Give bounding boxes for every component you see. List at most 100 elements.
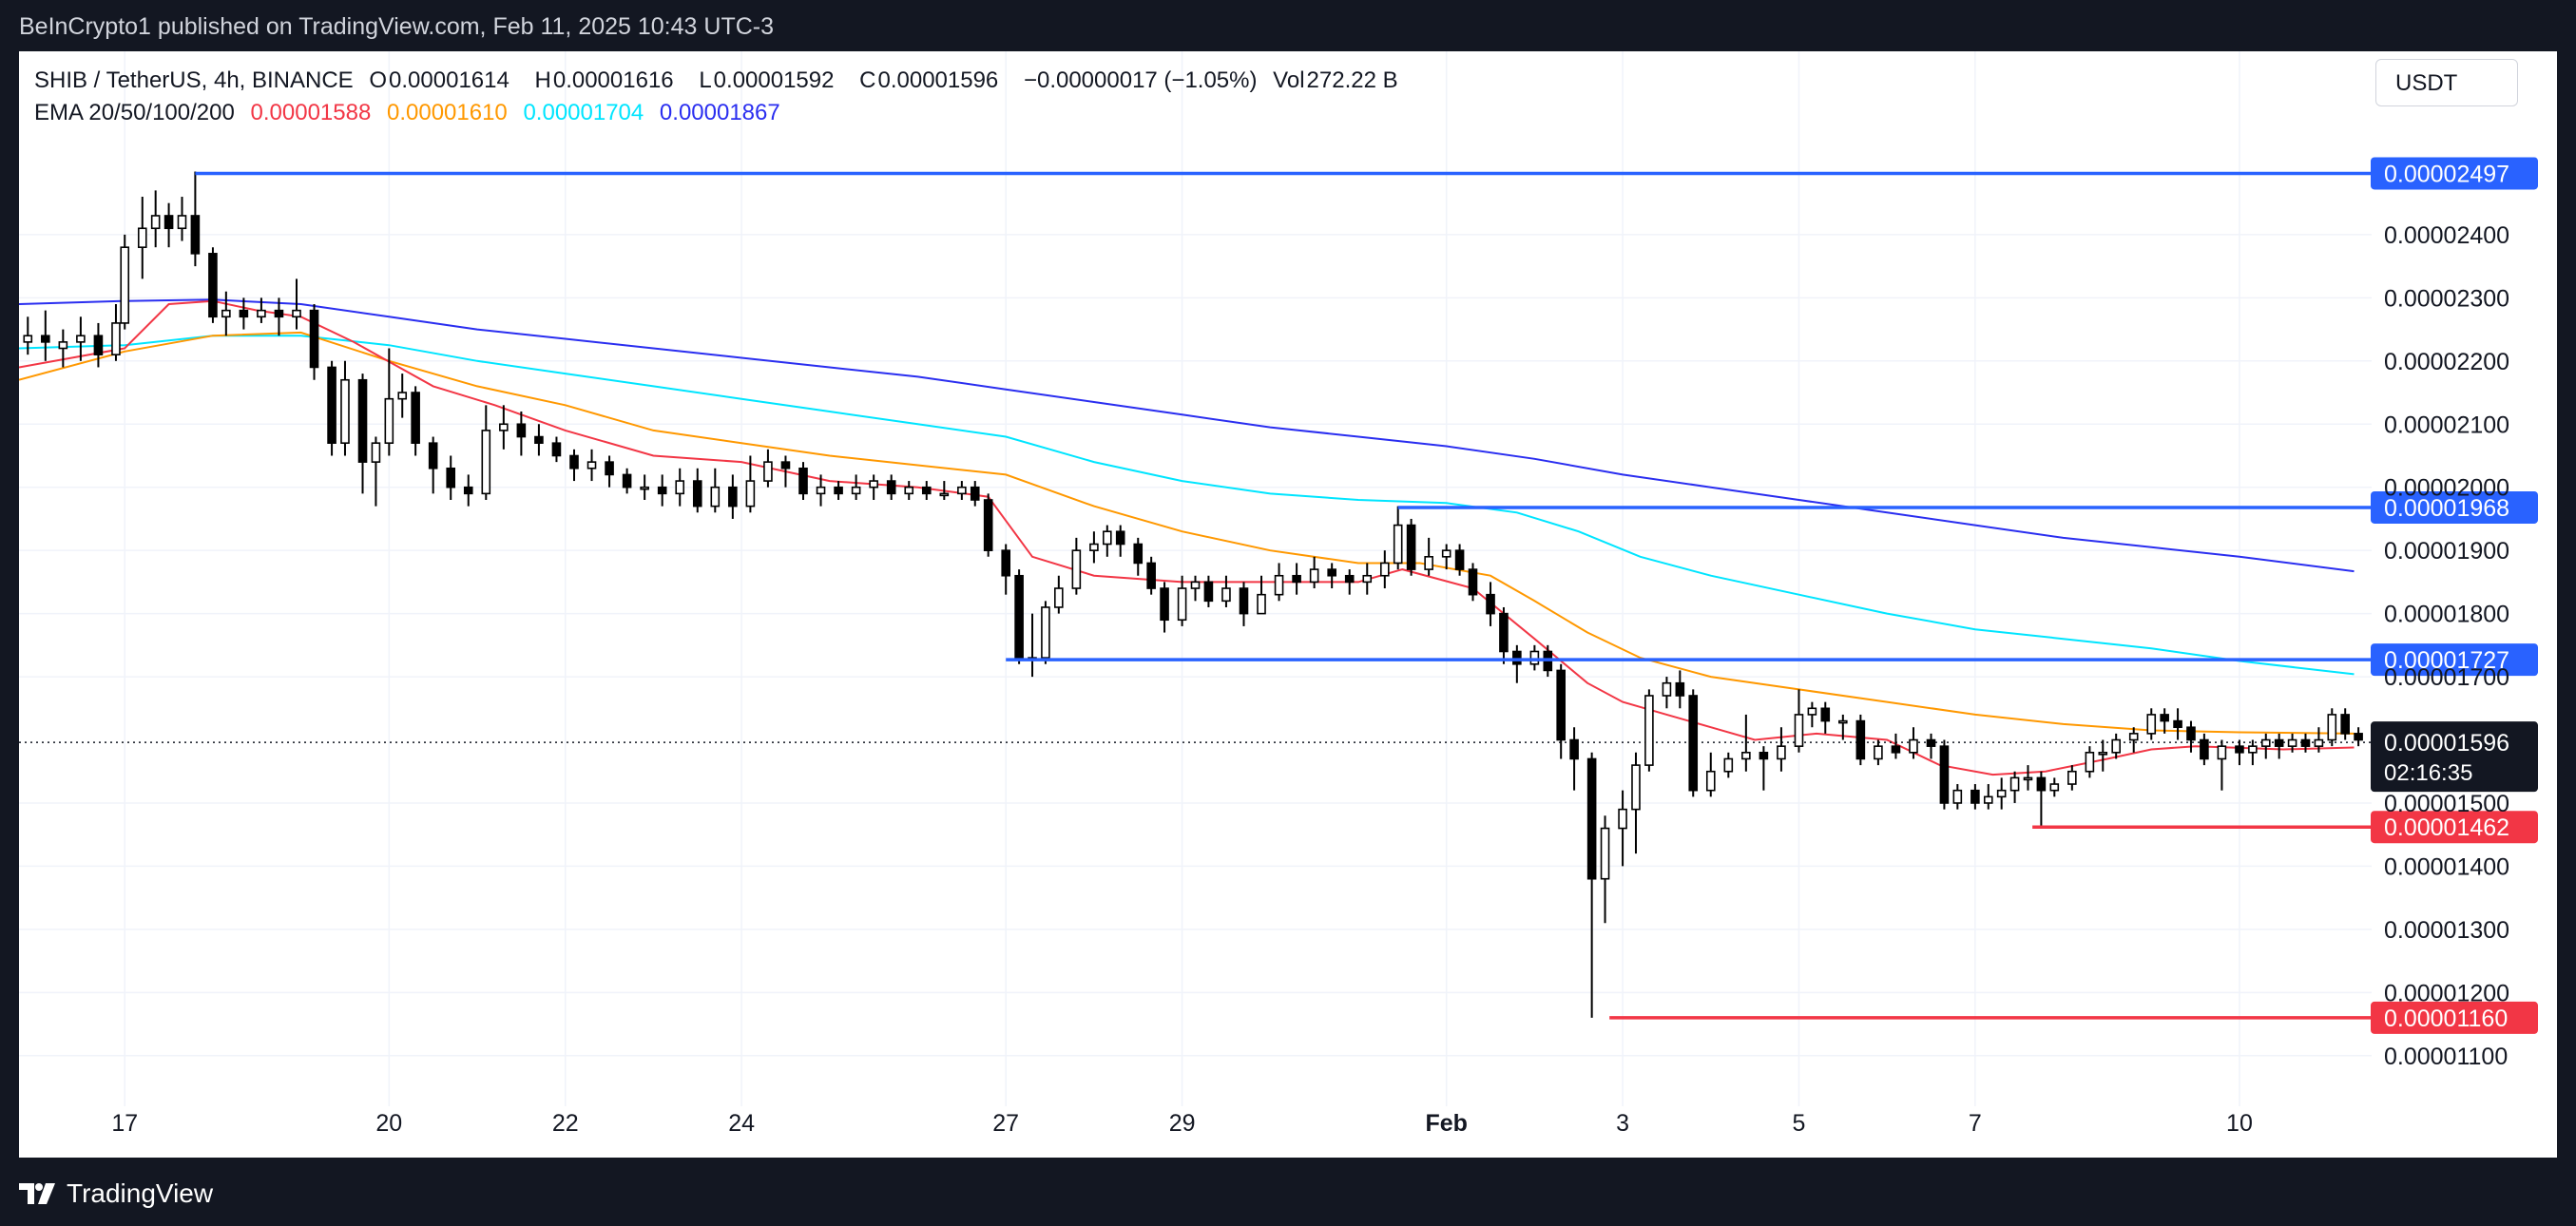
candle-up bbox=[177, 215, 187, 230]
candle-down bbox=[2274, 738, 2284, 747]
candle-up bbox=[1952, 789, 1963, 804]
candle-down bbox=[1855, 719, 1866, 760]
y-tick-label: 0.00002200 bbox=[2384, 349, 2509, 375]
candle-up bbox=[763, 461, 773, 482]
candle-up bbox=[481, 430, 491, 495]
candle-up bbox=[76, 335, 86, 343]
symbol-label[interactable]: SHIB / TetherUS, 4h, BINANCE bbox=[34, 67, 354, 93]
candle-up bbox=[1041, 606, 1050, 659]
candle-up bbox=[1190, 581, 1201, 589]
last-price-label: 0.00001596 bbox=[2384, 730, 2509, 757]
publish-bar: BeInCrypto1 published on TradingView.com… bbox=[0, 0, 2576, 51]
y-tick-label: 0.00001800 bbox=[2384, 602, 2509, 628]
candle-down bbox=[327, 366, 336, 444]
candle-down bbox=[1891, 745, 1901, 754]
candle-down bbox=[1406, 524, 1416, 570]
candle-up bbox=[1741, 752, 1751, 760]
candle-up bbox=[640, 486, 649, 490]
chart-frame[interactable]: 0.00002497 0.00001968 0.00001727 0.00001462… bbox=[19, 51, 2557, 1158]
price-chart[interactable]: 0.00002497 0.00001968 0.00001727 0.00001462… bbox=[19, 51, 2557, 1158]
candle-down bbox=[1146, 562, 1156, 589]
last-price-label-bg bbox=[2371, 721, 2538, 793]
candle-up bbox=[371, 442, 381, 463]
y-tick-label: 0.00001500 bbox=[2384, 791, 2509, 817]
candle-up bbox=[1089, 543, 1099, 551]
candle-down bbox=[309, 309, 319, 369]
candle-down bbox=[1759, 752, 1769, 760]
support-level-label-bg bbox=[2371, 811, 2538, 844]
vol-label: Vol bbox=[1273, 67, 1305, 93]
candle-up bbox=[1644, 695, 1654, 766]
candle-up bbox=[1054, 587, 1064, 608]
candle-down bbox=[411, 392, 420, 444]
candle-up bbox=[120, 246, 130, 324]
candle-up bbox=[1723, 757, 1734, 773]
open-label: O bbox=[369, 67, 388, 93]
candle-up bbox=[2049, 783, 2060, 792]
candle-down bbox=[2036, 776, 2047, 792]
candle-up bbox=[111, 322, 121, 355]
candle-up bbox=[1177, 587, 1187, 622]
candle-up bbox=[2260, 738, 2271, 747]
candle-down bbox=[1569, 738, 1579, 760]
candle-up bbox=[2287, 738, 2297, 747]
change-value: −0.00000017 (−1.05%) bbox=[1023, 67, 1258, 93]
ema-label[interactable]: EMA 20/50/100/200 bbox=[34, 100, 235, 125]
candle-up bbox=[710, 486, 721, 508]
candle-down bbox=[2300, 738, 2311, 747]
candle-up bbox=[816, 486, 826, 495]
candle-down bbox=[1499, 612, 1509, 653]
candle-up bbox=[2146, 714, 2157, 735]
tradingview-logo[interactable]: TradingView bbox=[19, 1178, 213, 1209]
candle-down bbox=[1556, 669, 1566, 741]
candle-up bbox=[745, 480, 756, 508]
x-tick-label: 7 bbox=[1969, 1110, 1982, 1137]
x-tick-label: 5 bbox=[1793, 1110, 1806, 1137]
candle-up bbox=[1662, 681, 1672, 697]
candle-down bbox=[569, 454, 579, 469]
x-tick-label: 17 bbox=[111, 1110, 138, 1137]
candle-down bbox=[1468, 568, 1478, 596]
candle-down bbox=[163, 215, 174, 230]
candle-down bbox=[2235, 745, 2244, 754]
candle-up bbox=[2067, 770, 2077, 785]
candle-down bbox=[2160, 714, 2169, 722]
candle-up bbox=[340, 378, 350, 444]
support-level-label: 0.00001160 bbox=[2384, 1006, 2508, 1032]
x-tick-label: 29 bbox=[1169, 1110, 1196, 1137]
low-value: 0.00001592 bbox=[713, 67, 835, 93]
candle-down bbox=[1327, 568, 1336, 577]
candle-down bbox=[1133, 543, 1144, 565]
y-tick-label: 0.00002400 bbox=[2384, 222, 2509, 249]
candle-up bbox=[939, 492, 950, 497]
currency-button[interactable]: USDT bbox=[2375, 59, 2518, 106]
support-level-label-bg bbox=[2371, 1001, 2538, 1034]
candle-up bbox=[1600, 827, 1610, 880]
candle-up bbox=[1631, 764, 1641, 811]
candle-up bbox=[1274, 574, 1284, 596]
ema20-line bbox=[19, 299, 2355, 776]
candle-down bbox=[41, 335, 50, 343]
candle-up bbox=[1529, 650, 1540, 665]
candle-up bbox=[2111, 738, 2121, 754]
candle-down bbox=[93, 335, 104, 355]
candle-down bbox=[1820, 707, 1831, 722]
resistance-level-label: 0.00002497 bbox=[2384, 161, 2509, 187]
candle-down bbox=[428, 442, 438, 469]
ema20-value: 0.00001588 bbox=[250, 100, 372, 125]
candle-up bbox=[1257, 593, 1266, 615]
candle-down bbox=[1115, 530, 1125, 546]
candle-up bbox=[2085, 752, 2095, 773]
candle-down bbox=[551, 442, 562, 457]
candle-up bbox=[2128, 733, 2139, 741]
y-tick-label: 0.00002300 bbox=[2384, 285, 2509, 312]
candle-down bbox=[970, 486, 980, 501]
candle-up bbox=[58, 341, 68, 350]
candle-down bbox=[1001, 549, 1011, 577]
candle-up bbox=[150, 215, 161, 230]
candle-up bbox=[2314, 738, 2324, 747]
candle-up bbox=[957, 486, 967, 495]
y-tick-label: 0.00001400 bbox=[2384, 853, 2509, 880]
resistance-level-label-bg bbox=[2371, 490, 2538, 524]
tradingview-logo-icon bbox=[19, 1183, 55, 1204]
